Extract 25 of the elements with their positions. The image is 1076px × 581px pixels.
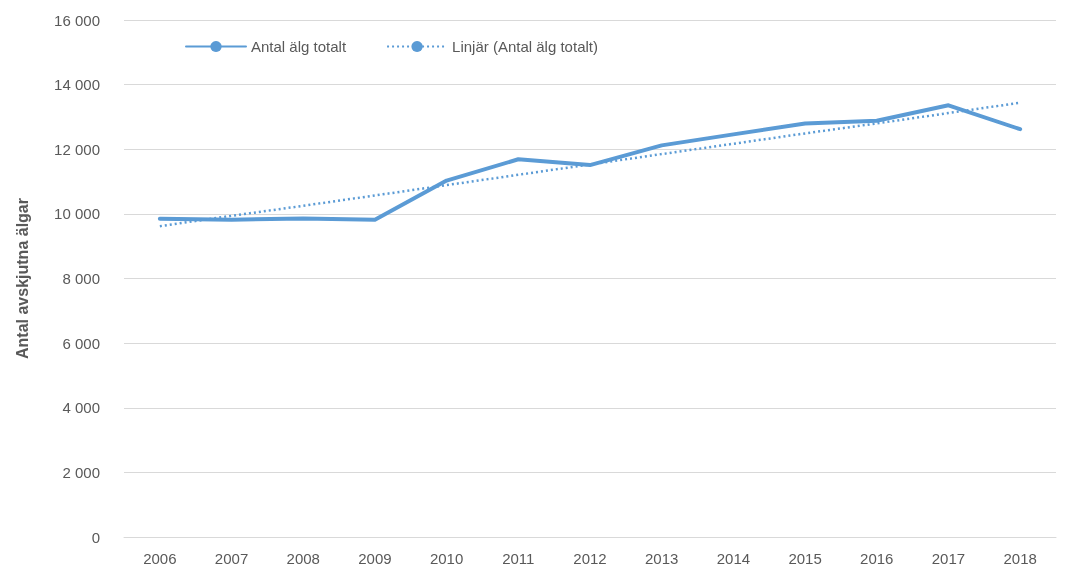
y-axis-title: Antal avskjutna älgar <box>13 198 31 359</box>
x-tick-label: 2017 <box>931 550 966 567</box>
x-tick-label: 2008 <box>286 550 320 567</box>
y-tick-label: 10 000 <box>54 205 100 223</box>
x-tick-label: 2018 <box>1003 550 1037 567</box>
x-tick-label: 2007 <box>214 550 249 567</box>
x-tick-label: 2012 <box>573 550 607 567</box>
y-tick-label: 6 000 <box>62 334 100 352</box>
x-tick-label: 2011 <box>502 550 535 567</box>
y-tick-label: 14 000 <box>54 76 100 94</box>
y-tick-label: 0 <box>91 528 100 546</box>
x-tick-label: 2010 <box>429 550 464 567</box>
x-tick-label: 2009 <box>358 550 392 567</box>
x-tick-label: 2014 <box>716 550 751 567</box>
y-tick-label: 8 000 <box>62 270 100 287</box>
x-tick-label: 2006 <box>143 550 177 567</box>
x-tick-label: 2013 <box>645 550 679 567</box>
x-tick-label: 2016 <box>860 550 894 567</box>
y-tick-label: 4 000 <box>62 399 100 417</box>
y-tick-label: 12 000 <box>54 140 100 158</box>
y-tick-label: 2 000 <box>62 463 100 481</box>
legend-label: Linjär (Antal älg totalt) <box>452 38 598 55</box>
y-tick-label: 16 000 <box>54 11 100 29</box>
legend-label: Antal älg totalt <box>251 38 347 55</box>
x-tick-label: 2015 <box>788 550 822 567</box>
